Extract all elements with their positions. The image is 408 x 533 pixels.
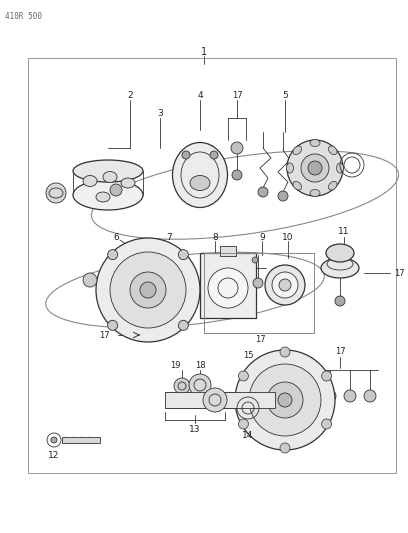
Bar: [204, 253, 314, 333]
Text: 13: 13: [189, 425, 201, 434]
Circle shape: [287, 140, 343, 196]
Circle shape: [178, 320, 188, 330]
Text: 3: 3: [157, 109, 163, 117]
Circle shape: [322, 419, 332, 429]
Circle shape: [280, 443, 290, 453]
Text: 1: 1: [201, 47, 207, 57]
Circle shape: [322, 371, 332, 381]
Circle shape: [110, 252, 186, 328]
Ellipse shape: [121, 178, 135, 188]
Ellipse shape: [310, 140, 320, 147]
Ellipse shape: [96, 192, 110, 202]
Circle shape: [182, 151, 190, 159]
Circle shape: [231, 142, 243, 154]
Circle shape: [83, 273, 97, 287]
Text: 15: 15: [243, 351, 253, 359]
Text: 11: 11: [338, 228, 350, 237]
Ellipse shape: [190, 175, 210, 190]
Circle shape: [249, 364, 321, 436]
Circle shape: [238, 371, 248, 381]
Text: 17: 17: [99, 330, 109, 340]
Circle shape: [276, 371, 304, 399]
Text: 4: 4: [197, 92, 203, 101]
Circle shape: [301, 154, 329, 182]
Text: 14: 14: [242, 431, 254, 440]
Circle shape: [238, 419, 248, 429]
Ellipse shape: [103, 172, 117, 182]
Circle shape: [51, 437, 57, 443]
Circle shape: [130, 272, 166, 308]
Circle shape: [174, 378, 190, 394]
Text: 410R 500: 410R 500: [5, 12, 42, 21]
Ellipse shape: [310, 190, 320, 197]
Text: 17: 17: [394, 269, 404, 278]
Ellipse shape: [337, 163, 344, 173]
Circle shape: [280, 347, 290, 357]
Circle shape: [210, 151, 218, 159]
Ellipse shape: [73, 160, 143, 182]
Text: 2: 2: [127, 92, 133, 101]
Bar: [28, 58, 396, 473]
Circle shape: [344, 390, 356, 402]
Ellipse shape: [293, 146, 302, 155]
Ellipse shape: [173, 142, 228, 207]
Ellipse shape: [293, 181, 302, 190]
Text: 10: 10: [282, 232, 294, 241]
Circle shape: [110, 184, 122, 196]
Circle shape: [108, 249, 118, 260]
Ellipse shape: [328, 181, 337, 190]
Circle shape: [46, 183, 66, 203]
Circle shape: [335, 296, 345, 306]
Circle shape: [308, 161, 322, 175]
Circle shape: [364, 390, 376, 402]
Circle shape: [324, 390, 336, 402]
Circle shape: [232, 170, 242, 180]
Circle shape: [278, 393, 292, 407]
Bar: [62, 437, 100, 443]
Circle shape: [108, 320, 118, 330]
Text: 16: 16: [285, 351, 295, 359]
Text: 8: 8: [212, 232, 218, 241]
Bar: [220, 246, 236, 256]
Circle shape: [272, 272, 298, 298]
Circle shape: [279, 279, 291, 291]
Text: 17: 17: [255, 335, 265, 344]
Bar: [200, 253, 256, 318]
Text: 17: 17: [232, 92, 242, 101]
Ellipse shape: [73, 180, 143, 210]
Circle shape: [267, 382, 303, 418]
Circle shape: [304, 390, 316, 402]
Text: 7: 7: [166, 232, 172, 241]
Ellipse shape: [286, 163, 293, 173]
Circle shape: [278, 191, 288, 201]
Circle shape: [252, 257, 258, 263]
Circle shape: [258, 187, 268, 197]
Circle shape: [265, 265, 305, 305]
Circle shape: [253, 278, 263, 288]
Text: 6: 6: [113, 232, 119, 241]
Text: 12: 12: [48, 450, 60, 459]
Text: 18: 18: [195, 360, 205, 369]
Circle shape: [189, 374, 211, 396]
Circle shape: [140, 282, 156, 298]
Text: 17: 17: [335, 348, 345, 357]
Text: 5: 5: [282, 92, 288, 101]
Circle shape: [203, 388, 227, 412]
Ellipse shape: [326, 244, 354, 262]
Circle shape: [208, 268, 248, 308]
Ellipse shape: [328, 146, 337, 155]
Ellipse shape: [321, 258, 359, 278]
Circle shape: [178, 249, 188, 260]
Circle shape: [96, 238, 200, 342]
Circle shape: [235, 350, 335, 450]
Ellipse shape: [83, 175, 97, 187]
Text: 19: 19: [170, 360, 180, 369]
Text: 9: 9: [259, 232, 265, 241]
Bar: [165, 392, 275, 408]
